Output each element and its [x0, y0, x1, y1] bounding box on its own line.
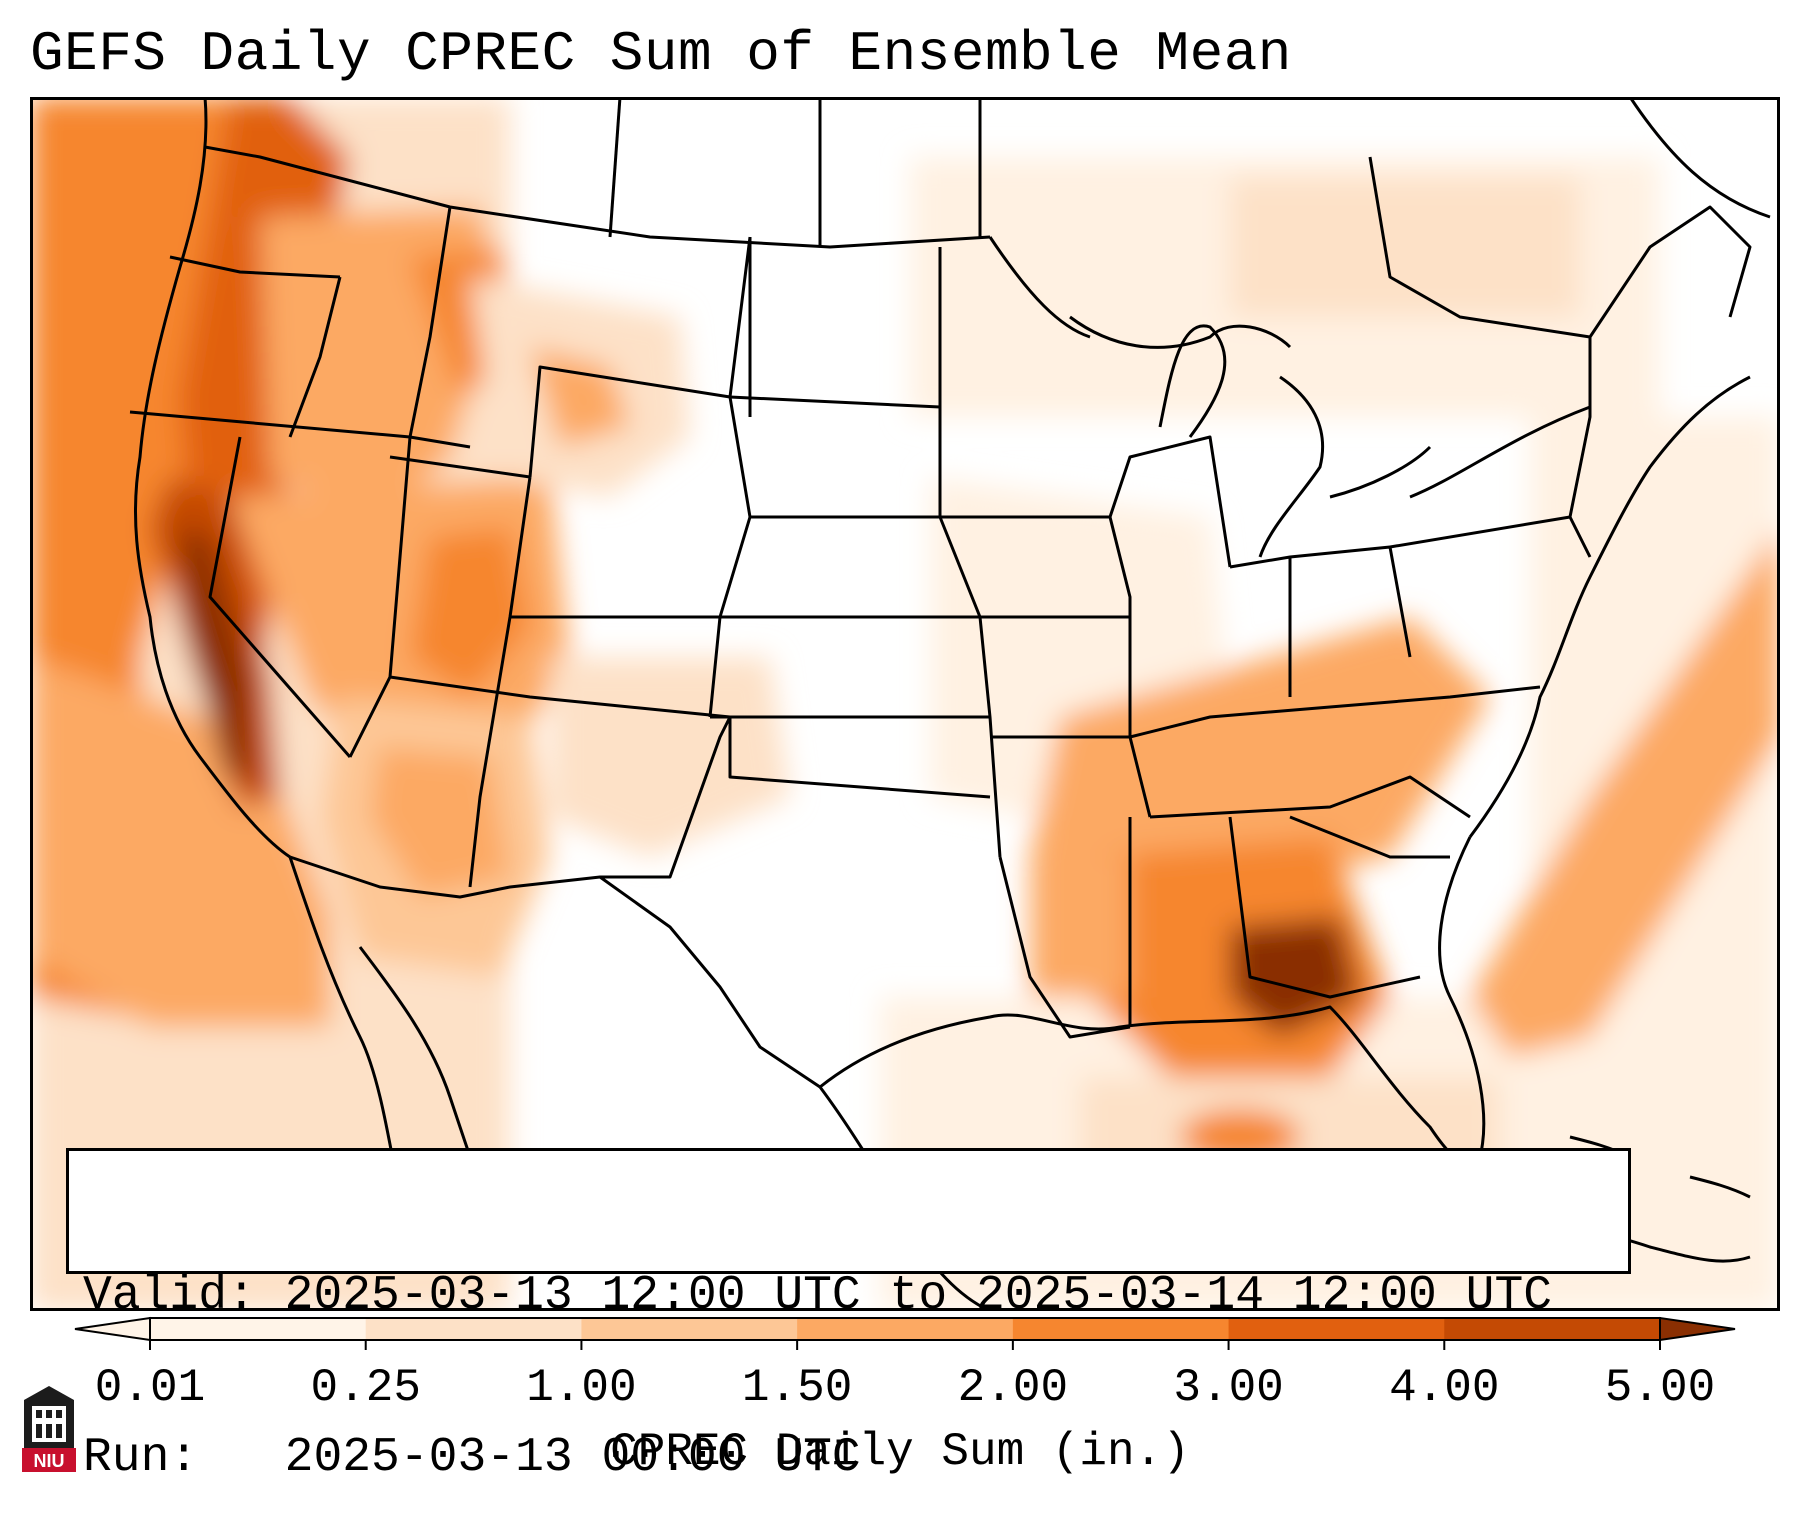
run-label: Run: — [83, 1431, 199, 1485]
colorbar-label: CPREC Daily Sum (in.) — [610, 1426, 1190, 1478]
colorbar-tick-label: 1.50 — [742, 1362, 852, 1414]
colorbar-segments — [74, 1316, 1736, 1342]
valid-label: Valid: — [83, 1269, 256, 1323]
precipitation-map — [30, 97, 1780, 1311]
colorbar-tick-label: 4.00 — [1389, 1362, 1499, 1414]
colorbar-tick-label: 1.00 — [526, 1362, 636, 1414]
page-title: GEFS Daily CPREC Sum of Ensemble Mean — [30, 22, 1292, 86]
niu-logo: NIU — [22, 1386, 76, 1472]
colorbar-tick-label: 3.00 — [1173, 1362, 1283, 1414]
run-row: Run: 2025-03-13 00:00 UTC — [83, 1431, 1614, 1485]
info-box: Valid: 2025-03-13 12:00 UTC to 2025-03-1… — [66, 1148, 1631, 1485]
colorbar-segment — [581, 1318, 798, 1340]
colorbar-segment — [365, 1318, 582, 1340]
colorbar-outline — [149, 1317, 1661, 1341]
logo-text: NIU — [34, 1451, 65, 1471]
colorbar-tick-label: 0.25 — [311, 1362, 421, 1414]
colorbar-tick-label: 5.00 — [1605, 1362, 1715, 1414]
colorbar-extend-high — [1659, 1316, 1736, 1342]
colorbar-segment — [1444, 1318, 1661, 1340]
run-value: 2025-03-13 00:00 UTC — [284, 1431, 861, 1485]
colorbar-segment — [150, 1318, 367, 1340]
colorbar-ticks: 0.01 0.25 1.00 1.50 2.00 3.00 4.00 5.00 — [95, 1340, 1715, 1414]
colorbar-segment — [797, 1318, 1014, 1340]
colorbar-extend-low — [74, 1316, 151, 1342]
state-boundaries — [129, 97, 1771, 1311]
colorbar: 0.01 0.25 1.00 1.50 2.00 3.00 4.00 5.00 CPREC D… — [74, 1316, 1736, 1478]
colorbar-tick-label: 2.00 — [958, 1362, 1068, 1414]
colorbar-tick-label: 0.01 — [95, 1362, 205, 1414]
colorbar-segment — [1012, 1318, 1230, 1340]
colorbar-segment — [1228, 1318, 1445, 1340]
valid-value: 2025-03-13 12:00 UTC to 2025-03-14 12:00… — [284, 1269, 1553, 1323]
map-border — [30, 97, 1780, 1311]
valid-row: Valid: 2025-03-13 12:00 UTC to 2025-03-1… — [83, 1269, 1614, 1323]
